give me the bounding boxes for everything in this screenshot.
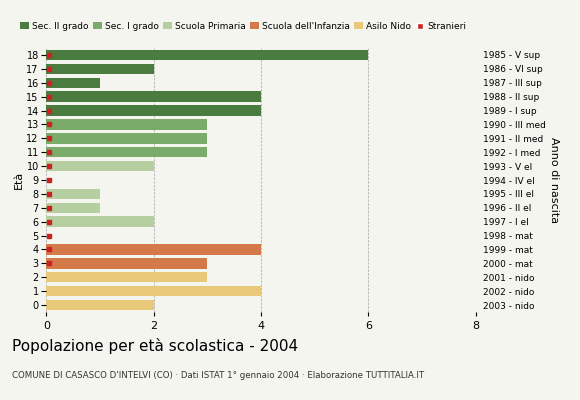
Bar: [46, 244, 261, 255]
Bar: [46, 300, 154, 310]
Bar: [46, 92, 261, 102]
Bar: [46, 119, 208, 130]
Legend: Sec. II grado, Sec. I grado, Scuola Primaria, Scuola dell'Infanzia, Asilo Nido, : Sec. II grado, Sec. I grado, Scuola Prim…: [17, 18, 470, 34]
Bar: [46, 64, 154, 74]
Bar: [46, 50, 368, 60]
Bar: [46, 272, 208, 282]
Text: COMUNE DI CASASCO D'INTELVI (CO) · Dati ISTAT 1° gennaio 2004 · Elaborazione TUT: COMUNE DI CASASCO D'INTELVI (CO) · Dati …: [12, 371, 424, 380]
Bar: [46, 161, 154, 171]
Bar: [46, 189, 100, 199]
Y-axis label: Età: Età: [13, 171, 24, 189]
Bar: [46, 133, 208, 144]
Bar: [46, 105, 261, 116]
Text: Popolazione per età scolastica - 2004: Popolazione per età scolastica - 2004: [12, 338, 298, 354]
Bar: [46, 147, 208, 158]
Bar: [46, 216, 154, 227]
Y-axis label: Anno di nascita: Anno di nascita: [549, 137, 559, 223]
Bar: [46, 258, 208, 268]
Bar: [46, 202, 100, 213]
Bar: [46, 78, 100, 88]
Bar: [46, 286, 261, 296]
